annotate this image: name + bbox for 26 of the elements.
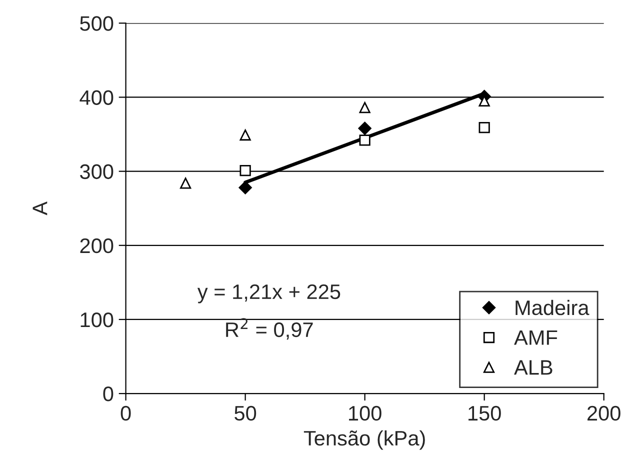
x-tick-label: 50 — [234, 406, 256, 421]
x-axis-title: Tensão (kPa) — [304, 430, 425, 450]
y-tick-label: 400 — [80, 90, 114, 105]
point — [358, 122, 372, 135]
point — [478, 122, 490, 134]
legend-label: AMF — [514, 330, 558, 345]
y-tick-label: 500 — [80, 16, 114, 31]
point — [238, 181, 252, 194]
point — [359, 102, 370, 114]
legend-label: ALB — [514, 360, 552, 375]
point — [359, 134, 370, 146]
point — [240, 129, 251, 141]
annotation: R$^{2}$ = 0,97 — [226, 318, 313, 340]
point — [180, 178, 192, 189]
y-tick-label: 0 — [103, 386, 114, 402]
point — [240, 165, 251, 176]
x-tick-label: 150 — [468, 406, 501, 421]
y-tick-label: 100 — [80, 312, 114, 328]
x-tick-label: 0 — [120, 406, 131, 421]
legend-label: Madeira — [516, 300, 590, 316]
y-tick-label: 300 — [80, 164, 114, 180]
x-tick-label: 100 — [349, 406, 382, 421]
y-axis-title: A — [32, 201, 48, 216]
y-tick-label: 200 — [80, 238, 114, 254]
x-tick-label: 200 — [588, 406, 620, 421]
annotation: y = 1,21x + 225 — [197, 284, 340, 304]
